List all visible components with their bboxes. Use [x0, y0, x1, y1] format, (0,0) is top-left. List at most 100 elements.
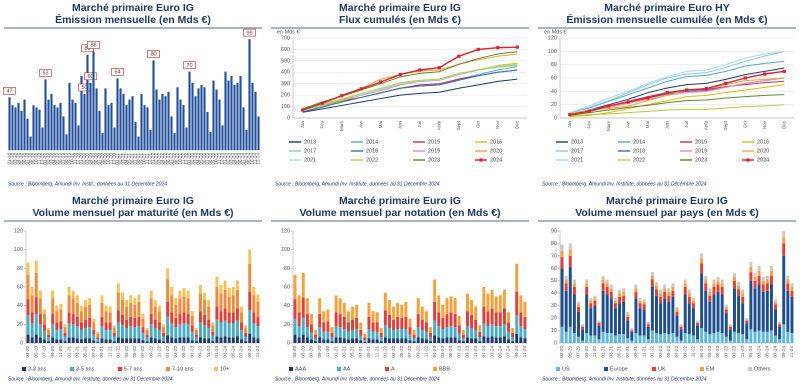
x-tick-label: 11-20 — [592, 346, 597, 358]
bar-segment — [120, 325, 124, 339]
bar-segment — [108, 329, 112, 340]
bar-segment — [392, 319, 396, 330]
bar-segment — [326, 339, 330, 343]
bar-segment — [194, 341, 198, 343]
bar-segment — [145, 341, 149, 343]
bar-segment — [170, 323, 174, 338]
x-tick-label: 01-21 — [66, 346, 71, 358]
bar-segment — [581, 325, 585, 327]
bar-segment — [145, 329, 149, 335]
bar-segment — [482, 323, 486, 337]
bar-segment — [104, 329, 108, 340]
bar-segment — [326, 309, 330, 322]
point-marker — [782, 69, 786, 73]
bar-segment — [256, 338, 260, 343]
bar-segment — [465, 337, 469, 343]
bar-segment — [675, 311, 679, 316]
bar-segment — [240, 329, 244, 340]
x-tick-label: 05-23 — [199, 153, 204, 165]
y-tick-label: 100 — [281, 247, 290, 253]
x-tick-label: 06-19 — [58, 153, 63, 165]
legend-label: Europe — [610, 366, 628, 372]
bar-segment — [671, 290, 675, 297]
bar-segment — [502, 336, 506, 343]
bar-segment — [297, 295, 301, 313]
bar-segment — [92, 322, 96, 330]
bar-segment — [244, 332, 248, 337]
bar-segment — [650, 279, 654, 287]
bar-segment — [769, 265, 773, 271]
bar-segment — [383, 337, 387, 343]
bar-segment — [100, 295, 104, 303]
bar-segment — [753, 280, 757, 289]
bar-segment — [166, 316, 170, 336]
bar-segment — [478, 331, 482, 338]
value-label-box — [87, 41, 100, 49]
bar-segment — [256, 326, 260, 339]
bar-segment — [437, 337, 441, 343]
x-tick-label: 05-24 — [231, 346, 236, 358]
x-tick-label: 09-22 — [175, 153, 180, 165]
bar-segment — [104, 322, 108, 330]
bar-segment — [523, 316, 527, 329]
x-tick-label: Déc — [514, 120, 519, 129]
legend-label: 2023 — [428, 157, 440, 163]
x-tick-label: 11-22 — [181, 153, 186, 165]
series-line — [569, 77, 785, 115]
bar-segment — [667, 288, 671, 292]
bar-segment — [765, 290, 769, 332]
bar-segment — [564, 279, 568, 284]
bar — [236, 82, 239, 150]
x-tick-label: 11-21 — [107, 346, 112, 358]
x-tick-label: 07-24 — [506, 346, 511, 358]
bar-segment — [519, 337, 523, 343]
bar-segment — [560, 257, 564, 269]
point-marker — [379, 80, 383, 84]
source-note: Source : Bloomberg, Amundi Inv. Instit.,… — [8, 181, 167, 187]
bar-segment — [581, 329, 585, 341]
bar-segment — [576, 304, 580, 307]
bar-segment — [638, 303, 642, 309]
y-tick-label: 40 — [17, 303, 23, 309]
x-tick-label: 05-19 — [55, 153, 60, 165]
bar-segment — [34, 273, 38, 298]
bar-segment — [416, 327, 420, 338]
bar-segment — [30, 295, 34, 313]
bar-segment — [55, 305, 59, 312]
x-tick-label: 05-21 — [350, 346, 355, 358]
bar-segment — [363, 337, 367, 341]
value-label: 85 — [84, 46, 90, 52]
series-line — [569, 84, 785, 118]
x-tick-label: 01-21 — [115, 153, 120, 165]
x-tick-label: 03-21 — [75, 346, 80, 358]
bar-segment — [235, 280, 239, 290]
bar-segment — [429, 332, 433, 338]
bar-segment — [560, 326, 564, 343]
bar-segment — [297, 326, 301, 338]
bar-segment — [400, 338, 404, 343]
bar-segment — [79, 305, 83, 312]
bar-segment — [790, 290, 794, 297]
y-tick-label: 70 — [551, 253, 557, 259]
bar-segment — [92, 334, 96, 341]
bar-segment — [663, 298, 667, 334]
bar-segment — [638, 298, 642, 301]
bar-segment — [659, 296, 663, 304]
bar-segment — [404, 329, 408, 339]
x-tick-label: 05-24 — [765, 346, 770, 358]
bar-segment — [778, 339, 782, 343]
bar-segment — [461, 334, 465, 339]
bar-segment — [420, 329, 424, 339]
bar-segment — [498, 295, 502, 313]
bar-segment — [367, 302, 371, 317]
bar-segment — [437, 312, 441, 327]
x-tick-label: 05-21 — [617, 346, 622, 358]
bar-segment — [235, 289, 239, 309]
bar-segment — [153, 306, 157, 320]
bar-segment — [129, 302, 133, 317]
bar-segment — [445, 327, 449, 338]
bar-segment — [490, 308, 494, 325]
bar-segment — [605, 294, 609, 334]
x-tick-label: 07-20 — [309, 346, 314, 358]
